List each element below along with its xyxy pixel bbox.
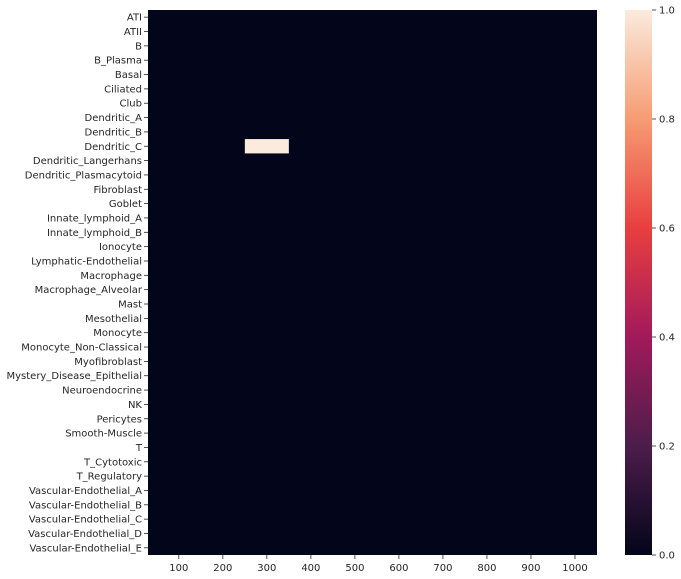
y-tick-label: Vascular-Endothelial_E	[29, 543, 142, 554]
y-tick-label: Pericytes	[97, 414, 142, 425]
y-tick-label: Ionocyte	[99, 242, 142, 253]
heatmap-cell-dendritic_c	[244, 139, 289, 154]
heatmap-plot-area	[148, 10, 597, 555]
y-tick-label: Vascular-Endothelial_A	[29, 486, 142, 497]
x-tick-label: 900	[521, 563, 540, 574]
y-tick-label: Macrophage	[80, 271, 142, 282]
x-tick-label: 100	[169, 563, 188, 574]
y-tick-label: Dendritic_C	[84, 142, 142, 153]
colorbar-tick-label: 0.4	[659, 333, 675, 344]
x-tick-label: 800	[477, 563, 496, 574]
y-tick-label: Dendritic_A	[85, 113, 143, 124]
colorbar: 0.0 0.2 0.4 0.6 0.8 1.0	[625, 6, 675, 562]
y-tick-label: Dendritic_B	[85, 127, 143, 138]
x-tick-label: 600	[389, 563, 408, 574]
y-tick-label: B_Plasma	[94, 56, 142, 67]
colorbar-tick-label: 0.8	[659, 115, 675, 126]
y-tick-label: Monocyte	[93, 328, 142, 339]
y-tick-label: T	[135, 443, 143, 454]
y-tick-label: T_Regulatory	[76, 472, 143, 483]
y-tick-label: Vascular-Endothelial_B	[29, 500, 142, 511]
y-tick-label: Basal	[115, 70, 142, 81]
y-tick-label: Vascular-Endothelial_D	[28, 529, 142, 540]
colorbar-gradient	[625, 10, 652, 555]
colorbar-tick-label: 0.0	[659, 551, 675, 562]
y-tick-label: NK	[128, 400, 142, 411]
colorbar-tick-label: 1.0	[659, 6, 675, 17]
y-tick-label: Mystery_Disease_Epithelial	[6, 371, 142, 382]
y-tick-label: Lymphatic-Endothelial	[31, 256, 142, 267]
y-tick-label: Dendritic_Langerhans	[33, 156, 142, 167]
y-tick-label: Ciliated	[104, 84, 142, 95]
x-tick-label: 200	[213, 563, 232, 574]
y-tick-label: Innate_lymphoid_B	[47, 228, 142, 239]
colorbar-tick-label: 0.6	[659, 224, 675, 235]
y-tick-label: Monocyte_Non-Classical	[21, 343, 142, 354]
y-tick-label: Dendritic_Plasmacytoid	[25, 170, 142, 181]
y-tick-label: Goblet	[109, 199, 142, 210]
y-tick-label: T_Cytotoxic	[83, 457, 142, 468]
y-tick-label: Club	[120, 99, 142, 110]
y-tick-label: Innate_lymphoid_A	[47, 213, 142, 224]
y-tick-label: Myofibroblast	[74, 357, 142, 368]
y-tick-label: Mesothelial	[85, 314, 142, 325]
y-tick-label: B	[135, 41, 142, 52]
colorbar-tick-label: 0.2	[659, 442, 675, 453]
y-tick-label: Fibroblast	[93, 185, 142, 196]
x-tick-label: 400	[301, 563, 320, 574]
x-tick-label: 500	[345, 563, 364, 574]
y-tick-labels: ATI ATII B B_Plasma Basal Ciliated Club Dendrit…	[6, 13, 148, 554]
x-tick-label: 300	[257, 563, 276, 574]
y-tick-label: Macrophage_Alveolar	[35, 285, 143, 296]
y-tick-label: Smooth-Muscle	[65, 429, 142, 440]
x-tick-labels: 100 200 300 400 500 600 700 800 900 1000	[169, 555, 588, 574]
heatmap-background	[148, 10, 597, 555]
x-tick-label: 700	[433, 563, 452, 574]
y-tick-label: ATII	[124, 27, 142, 38]
y-tick-label: Mast	[118, 300, 142, 311]
x-tick-label: 1000	[562, 563, 587, 574]
y-tick-label: ATI	[127, 13, 142, 24]
y-tick-label: Vascular-Endothelial_C	[29, 515, 142, 526]
y-tick-label: Neuroendocrine	[62, 386, 142, 397]
